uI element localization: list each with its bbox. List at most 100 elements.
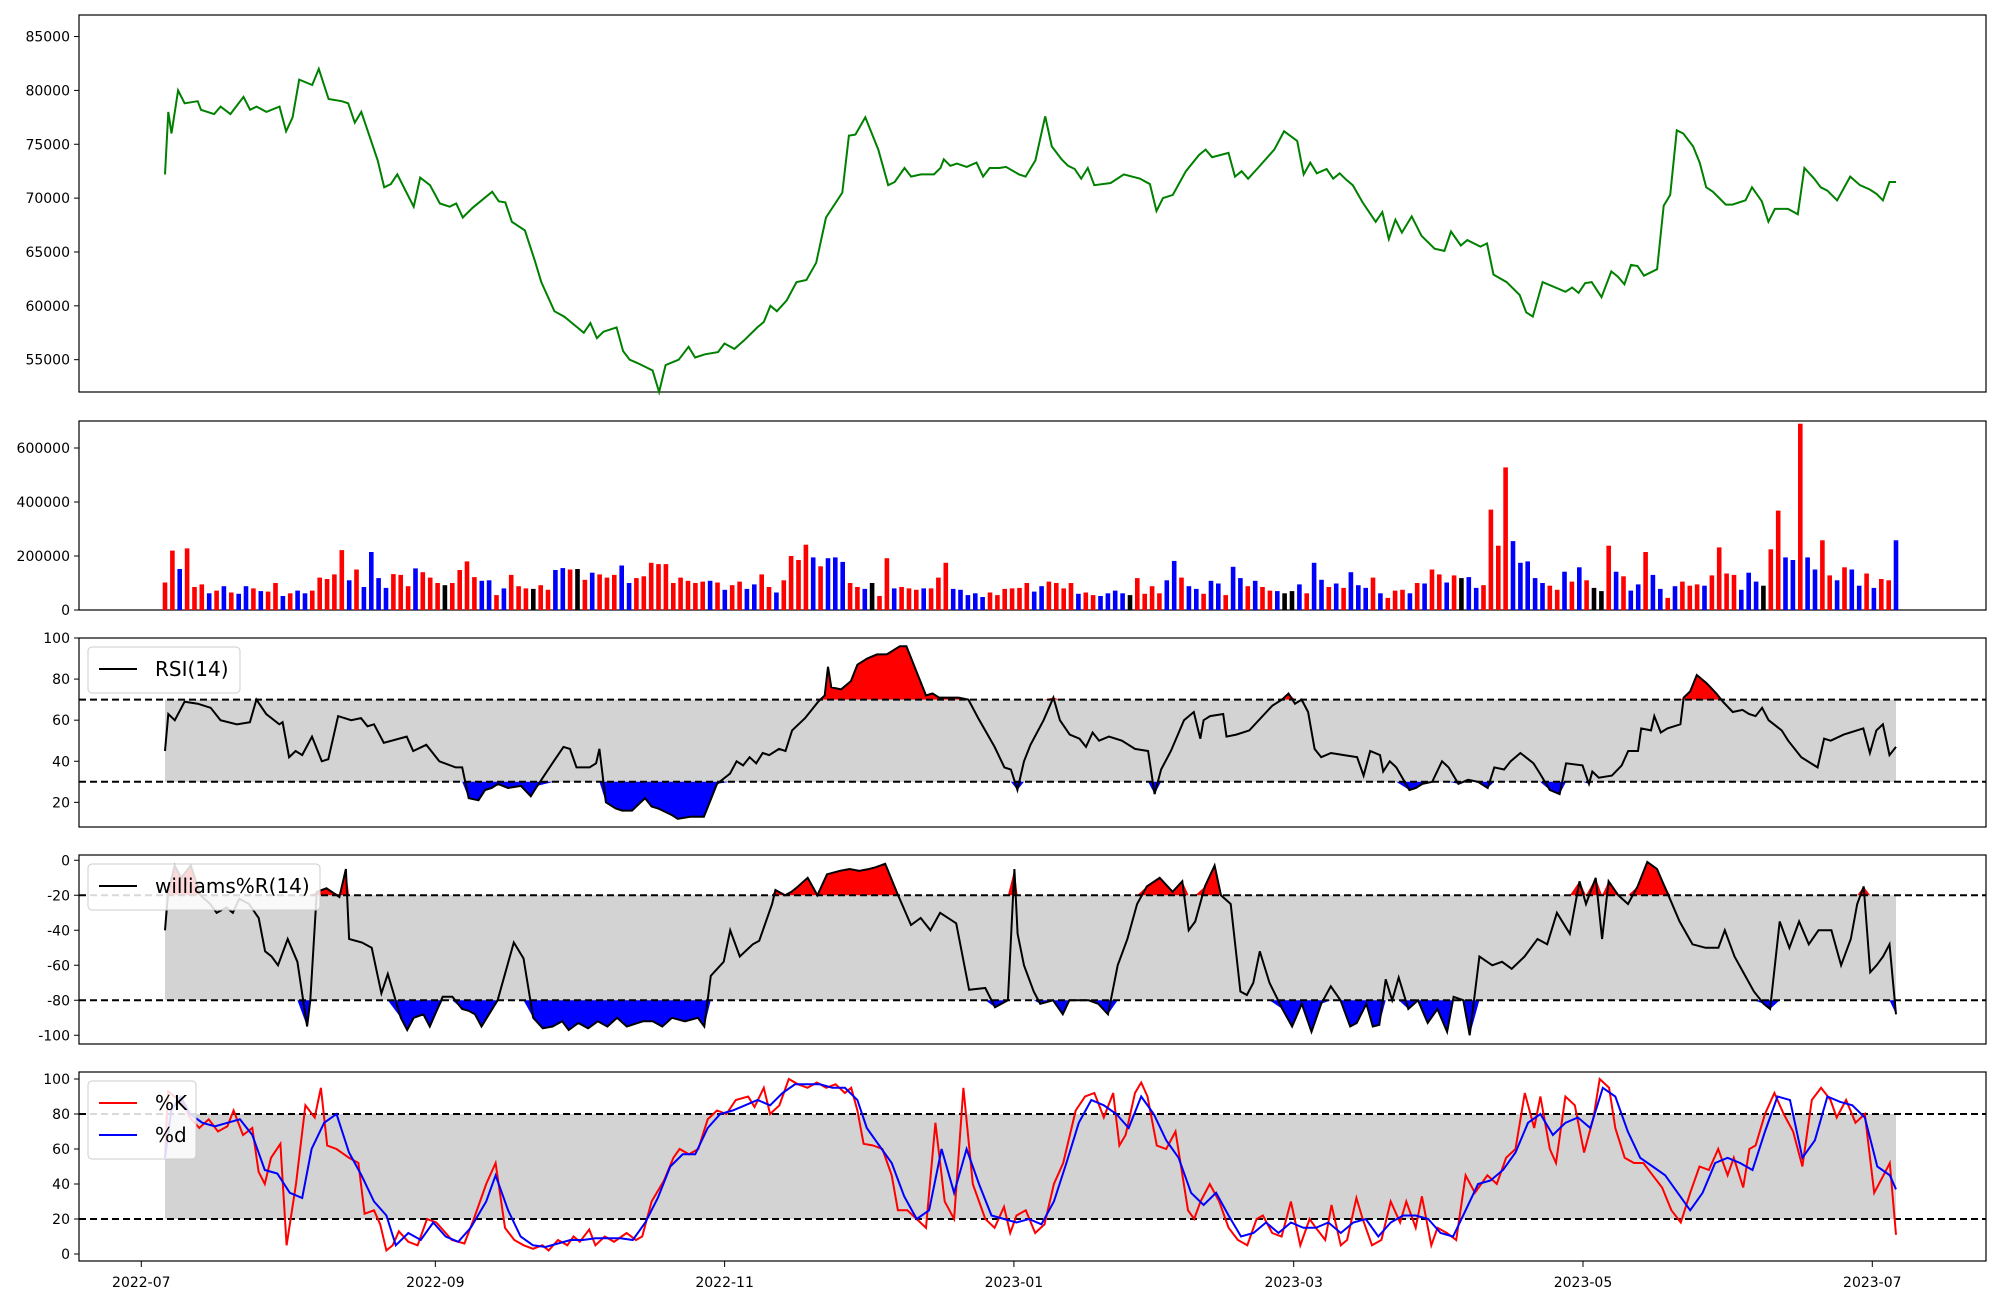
volume-bar: [501, 588, 507, 610]
volume-bar: [1650, 574, 1656, 610]
volume-bar: [685, 580, 691, 610]
volume-bar: [1709, 575, 1715, 610]
price-ytick-label: 80000: [25, 83, 70, 99]
stochastic-line-0: [164, 1076, 1897, 1253]
volume-bar: [1437, 574, 1442, 610]
volume-bar: [1142, 593, 1147, 610]
volume-bar: [928, 588, 934, 610]
volume-bar: [184, 548, 190, 610]
stochastic-axes-frame: [78, 1071, 1987, 1262]
volume-bar: [906, 588, 912, 610]
volume-bar: [825, 558, 831, 610]
volume-bar: [980, 597, 985, 610]
volume-bar: [427, 577, 433, 610]
xtick-label: 2023-03: [1264, 1275, 1323, 1291]
price-ytick-label: 65000: [25, 245, 70, 261]
volume-bar: [818, 566, 823, 610]
volume-bar: [354, 569, 359, 610]
williams-ytick-label: 0: [61, 853, 70, 869]
volume-bar: [1422, 583, 1427, 610]
volume-bar: [1569, 581, 1575, 610]
rsi-ytick-label: 100: [43, 631, 70, 647]
volume-ytick-label: 200000: [17, 549, 70, 565]
volume-bar: [317, 577, 322, 610]
volume-bar: [1798, 423, 1803, 610]
volume-bar: [287, 593, 293, 610]
volume-bar: [553, 570, 558, 610]
volume-bar: [1179, 577, 1184, 610]
volume-bar: [1459, 578, 1464, 610]
volume-bar: [302, 593, 308, 610]
stochastic-legend-box: [87, 1080, 197, 1160]
volume-bar: [1275, 591, 1280, 610]
volume-bar: [1260, 587, 1265, 610]
volume-bar: [619, 565, 624, 610]
volume-bar: [1017, 587, 1022, 610]
volume-bar: [1135, 578, 1140, 610]
volume-bar: [1503, 467, 1508, 610]
volume-bar: [199, 584, 205, 610]
volume-bar: [251, 588, 256, 610]
williams-ytick-label: -20: [47, 888, 70, 904]
volume-bar: [973, 593, 978, 610]
volume-bar: [1127, 595, 1133, 610]
volume-bar: [1856, 585, 1862, 610]
volume-bar: [1879, 579, 1884, 610]
volume-bar: [995, 595, 1000, 610]
volume-bar: [1363, 587, 1368, 610]
volume-bar: [243, 586, 249, 610]
volume-bar: [538, 585, 543, 610]
rsi-overbought-fill: [165, 646, 1896, 700]
volume-bar: [1466, 577, 1472, 610]
volume-bar: [170, 550, 175, 610]
williams-line-0: [164, 860, 1897, 1036]
volume-bar: [1599, 591, 1604, 610]
volume-bar: [1702, 585, 1707, 610]
price-ytick-label: 70000: [25, 191, 70, 207]
volume-bar: [420, 572, 426, 610]
volume-bar: [1304, 593, 1309, 610]
volume-bar: [1090, 595, 1096, 610]
volume-bar: [626, 583, 632, 610]
volume-bar: [1046, 581, 1052, 610]
volume-bar: [884, 558, 890, 610]
volume-bar: [1871, 587, 1877, 610]
xtick-label: 2022-07: [112, 1275, 171, 1291]
volume-bar: [464, 561, 470, 610]
volume-bar: [332, 574, 337, 610]
volume-bar: [855, 587, 860, 610]
volume-ytick-label: 400000: [17, 495, 70, 511]
volume-bar: [663, 564, 669, 610]
volume-bar: [369, 552, 374, 610]
volume-bar: [1164, 580, 1170, 610]
volume-bar: [1731, 574, 1737, 610]
volume-bar: [1031, 591, 1037, 610]
volume-bar: [803, 544, 809, 610]
volume-bar: [1584, 580, 1589, 610]
volume-bar: [1473, 587, 1479, 610]
volume-bar: [1680, 581, 1685, 610]
stochastic-ytick-label: 80: [52, 1107, 70, 1123]
volume-bar: [1076, 593, 1081, 610]
volume-bar: [1510, 541, 1516, 610]
volume-bar: [310, 590, 315, 610]
volume-bar: [693, 583, 698, 610]
volume-bar: [877, 596, 882, 610]
volume-bar: [1827, 575, 1832, 610]
volume-bar: [1532, 578, 1538, 610]
volume-bar: [1525, 561, 1530, 610]
rsi-axes-frame: [78, 637, 1987, 828]
volume-bar: [1068, 583, 1074, 610]
volume-bar: [1665, 597, 1670, 610]
price-line: [164, 66, 1896, 396]
volume-bar: [774, 592, 779, 610]
volume-bar: [1024, 583, 1030, 610]
volume-bar: [229, 592, 234, 610]
rsi-legend-box: [87, 646, 241, 694]
volume-bar: [1761, 585, 1766, 610]
volume-bar: [1643, 552, 1648, 610]
volume-bar: [457, 570, 462, 610]
volume-bar: [1547, 585, 1553, 610]
volume-bar: [1724, 573, 1729, 610]
volume-bar: [722, 589, 728, 611]
